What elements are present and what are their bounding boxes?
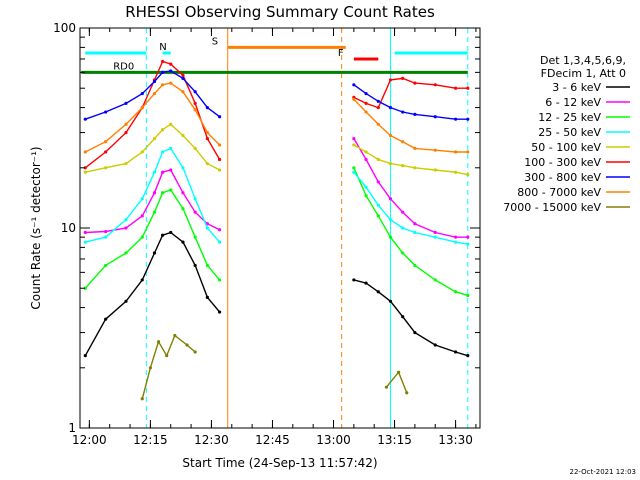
y-tick-label: 10 (61, 221, 76, 235)
series-line (353, 279, 469, 357)
plot-area: N RD0 S F (79, 28, 470, 428)
series-line (353, 167, 468, 297)
x-tick-label: 13:00 (316, 433, 351, 447)
legend-label-12-25-kev: 12 - 25 keV (538, 111, 601, 124)
timestamp: 22-Oct-2021 12:03 (570, 468, 636, 476)
legend-header: Det 1,3,4,5,6,9, (540, 54, 626, 67)
legend-header: FDecim 1, Att 0 (541, 67, 626, 80)
y-axis-label: Count Rate (s⁻¹ detector⁻¹) (29, 146, 43, 309)
series-line (85, 169, 220, 234)
legend-label-100-300-kev: 100 - 300 keV (524, 156, 601, 169)
series-line (84, 189, 221, 289)
series-800-7000-kev (83, 81, 470, 154)
x-tick-label: 12:45 (255, 433, 290, 447)
x-tick-label: 12:15 (133, 433, 168, 447)
series-line (353, 171, 468, 245)
data-point (83, 230, 87, 235)
series-line (84, 60, 221, 169)
x-tick-label: 13:30 (438, 433, 473, 447)
legend-label-25-50-kev: 25 - 50 keV (538, 126, 601, 139)
series-line (353, 138, 468, 238)
series-line (84, 231, 221, 357)
flag-label-rd0: RD0 (113, 61, 134, 72)
series-300-800-kev (83, 69, 470, 121)
series-line (385, 370, 408, 394)
x-tick-label: 12:30 (194, 433, 229, 447)
flag-label-f: F (338, 48, 344, 59)
flag-label-s: S (212, 36, 218, 47)
x-tick-label: 13:15 (377, 433, 412, 447)
flag-label-n: N (159, 42, 166, 53)
x-tick-label: 12:00 (72, 433, 107, 447)
series-line (85, 147, 221, 243)
series-7000-15000-kev (140, 333, 409, 401)
legend-label-50-100-kev: 50 - 100 keV (531, 141, 601, 154)
series-3-6-kev (83, 230, 470, 358)
x-axis-label: Start Time (24-Sep-13 11:57:42) (182, 456, 377, 470)
series-line (141, 334, 196, 399)
series-line (85, 70, 221, 120)
series-line (353, 98, 468, 153)
legend-label-6-12-kev: 6 - 12 keV (545, 96, 601, 109)
chart-title: RHESSI Observing Summary Count Rates (125, 3, 435, 21)
series-line (84, 82, 221, 153)
y-tick-label: 100 (53, 21, 76, 35)
series-line (353, 144, 468, 176)
series-line (353, 84, 468, 120)
series-6-12-kev (83, 136, 470, 239)
legend-label-7000-15000-kev: 7000 - 15000 keV (503, 201, 601, 214)
series-line (353, 77, 468, 109)
series-50-100-kev (83, 122, 470, 177)
series-line (85, 123, 220, 173)
y-tick-label: 1 (68, 421, 76, 435)
series-25-50-kev (83, 146, 470, 246)
legend-label-800-7000-kev: 800 - 7000 keV (517, 186, 601, 199)
legend-label-300-800-kev: 300 - 800 keV (524, 171, 601, 184)
legend-label-3-6-kev: 3 - 6 keV (552, 81, 601, 94)
series-12-25-kev (83, 166, 470, 298)
legend: Det 1,3,4,5,6,9,FDecim 1, Att 03 - 6 keV… (503, 54, 630, 214)
axes: 12:00 12:15 12:30 12:45 13:00 13:15 13:30 1 10 10… (53, 21, 480, 447)
